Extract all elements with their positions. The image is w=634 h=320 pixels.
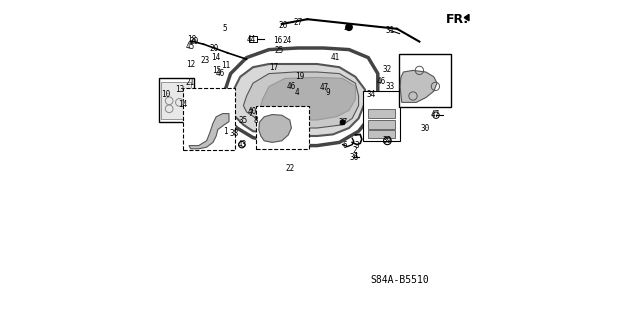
Text: 38: 38 xyxy=(230,129,239,138)
Text: 22: 22 xyxy=(285,164,294,172)
FancyBboxPatch shape xyxy=(363,91,400,141)
Text: S84A-B5510: S84A-B5510 xyxy=(370,275,429,285)
Polygon shape xyxy=(259,77,356,120)
Text: 29: 29 xyxy=(189,37,198,46)
Polygon shape xyxy=(231,64,365,136)
Text: 9: 9 xyxy=(326,88,330,97)
Text: 15: 15 xyxy=(212,66,222,75)
Text: 14: 14 xyxy=(211,53,221,62)
Text: 17: 17 xyxy=(269,63,278,72)
Bar xyxy=(250,36,257,42)
Text: 39: 39 xyxy=(382,136,392,145)
Text: 3: 3 xyxy=(354,141,359,150)
Text: 6: 6 xyxy=(343,141,347,150)
Text: 43: 43 xyxy=(237,140,247,149)
Text: 21: 21 xyxy=(185,78,195,87)
Text: 47: 47 xyxy=(431,110,441,119)
Bar xyxy=(368,130,395,138)
Text: 46: 46 xyxy=(377,77,385,86)
Text: 24: 24 xyxy=(282,36,291,44)
Text: 35: 35 xyxy=(238,116,247,124)
Bar xyxy=(368,120,395,129)
Text: 46: 46 xyxy=(287,82,296,91)
Text: 19: 19 xyxy=(295,72,304,81)
Text: 1: 1 xyxy=(224,127,228,136)
Polygon shape xyxy=(243,72,359,128)
Text: 8: 8 xyxy=(254,116,259,124)
FancyBboxPatch shape xyxy=(399,54,451,107)
Polygon shape xyxy=(189,114,229,149)
Text: 10: 10 xyxy=(161,90,171,99)
Circle shape xyxy=(340,120,345,124)
Text: 27: 27 xyxy=(293,18,302,27)
Bar xyxy=(368,109,395,118)
Text: 11: 11 xyxy=(221,61,230,70)
Text: 12: 12 xyxy=(186,60,195,68)
Text: 46: 46 xyxy=(216,69,225,78)
Text: 4: 4 xyxy=(295,88,299,97)
Text: 13: 13 xyxy=(176,85,184,94)
Text: 5: 5 xyxy=(223,24,228,33)
Text: 40: 40 xyxy=(248,107,257,116)
Text: 45: 45 xyxy=(185,42,195,51)
Text: FR.: FR. xyxy=(446,13,469,26)
Text: 33: 33 xyxy=(385,82,394,91)
Polygon shape xyxy=(400,70,437,102)
Polygon shape xyxy=(259,115,292,142)
Polygon shape xyxy=(464,14,469,21)
Text: 28: 28 xyxy=(344,23,353,32)
Circle shape xyxy=(346,24,353,30)
Text: 32: 32 xyxy=(382,65,391,74)
Text: 26: 26 xyxy=(279,21,288,30)
FancyBboxPatch shape xyxy=(161,82,191,119)
Text: 16: 16 xyxy=(273,36,283,44)
Text: 30: 30 xyxy=(420,124,430,132)
Text: 44: 44 xyxy=(246,35,256,44)
Text: 41: 41 xyxy=(330,53,340,62)
FancyBboxPatch shape xyxy=(158,78,194,122)
Text: 14: 14 xyxy=(178,100,187,109)
Text: 2: 2 xyxy=(353,146,358,155)
Text: 36: 36 xyxy=(350,153,359,162)
Text: 31: 31 xyxy=(385,26,394,35)
Text: 7: 7 xyxy=(249,109,253,118)
Text: 25: 25 xyxy=(275,46,284,55)
Text: 37: 37 xyxy=(339,118,348,127)
Text: 18: 18 xyxy=(187,35,196,44)
FancyBboxPatch shape xyxy=(256,106,309,149)
FancyBboxPatch shape xyxy=(183,88,235,150)
Text: 34: 34 xyxy=(367,90,376,99)
Text: 20: 20 xyxy=(209,44,219,53)
Text: 47: 47 xyxy=(320,83,328,92)
Text: 23: 23 xyxy=(200,56,210,65)
